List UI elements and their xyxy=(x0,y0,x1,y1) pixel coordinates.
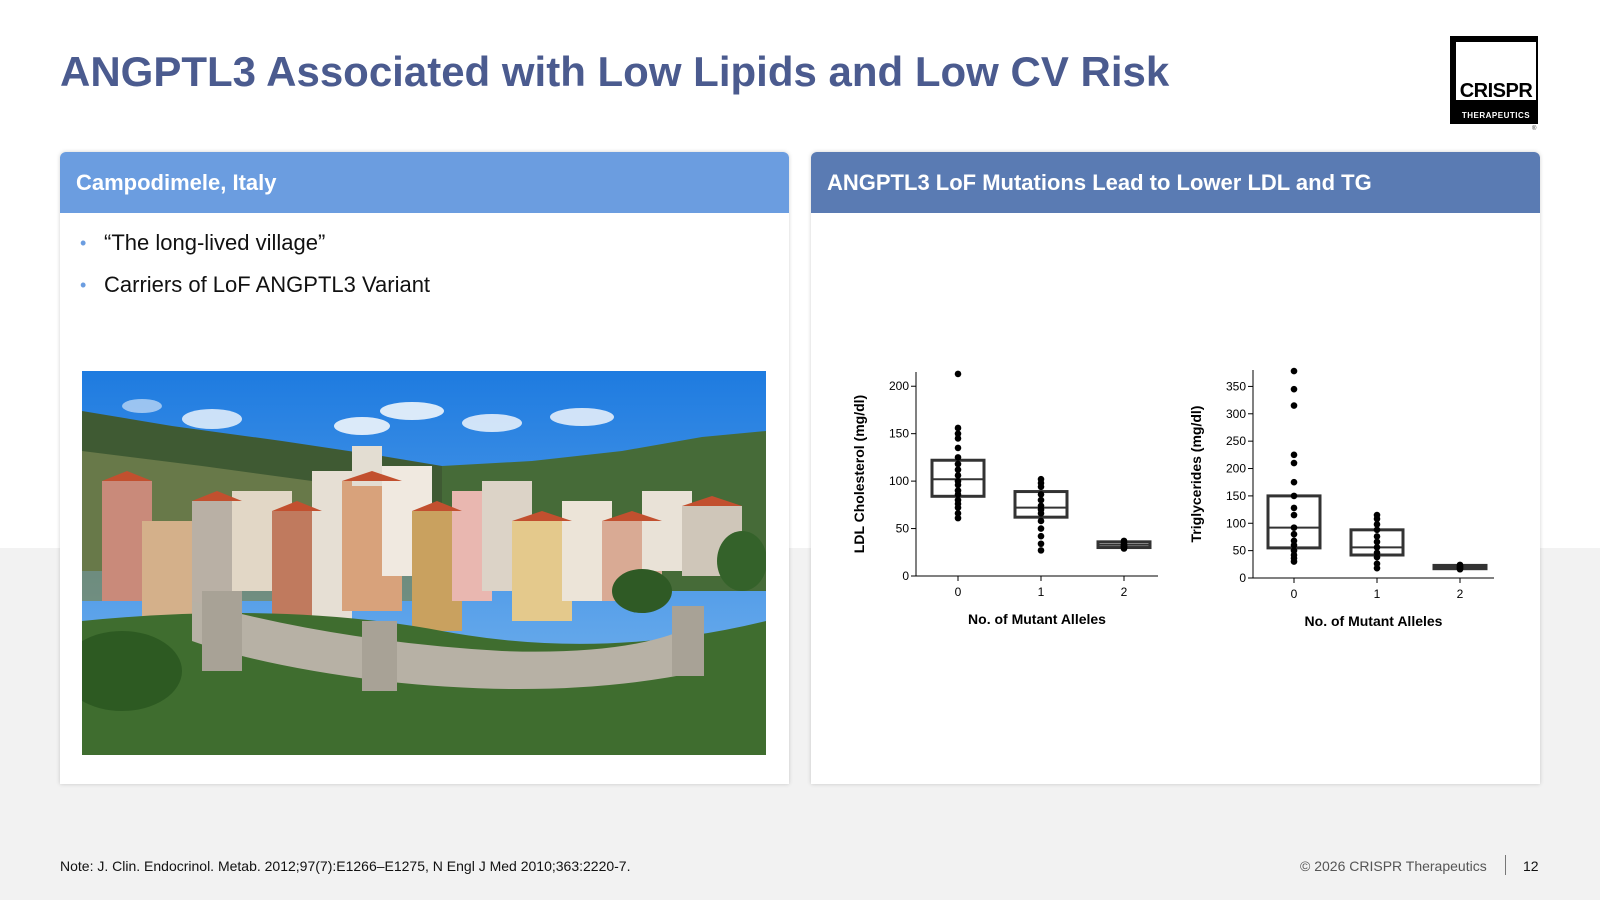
data-point xyxy=(954,370,962,378)
y-tick-label: 0 xyxy=(1239,571,1246,585)
footer-separator xyxy=(1505,855,1506,875)
data-point xyxy=(954,444,962,452)
y-tick-label: 50 xyxy=(896,522,910,536)
right-panel: ANGPTL3 LoF Mutations Lead to Lower LDL … xyxy=(811,152,1540,784)
bullet-dot-icon: • xyxy=(80,275,87,295)
y-tick-label: 200 xyxy=(889,379,909,393)
page-number: 12 xyxy=(1523,858,1539,874)
data-point xyxy=(1290,541,1298,549)
data-point xyxy=(1290,504,1298,512)
logo-subtitle: THERAPEUTICS xyxy=(1461,111,1531,120)
data-point xyxy=(1373,533,1381,540)
y-tick-label: 350 xyxy=(1226,379,1246,393)
data-point xyxy=(954,514,962,522)
bullet-list: • “The long-lived village” • Carriers of L… xyxy=(80,232,430,316)
data-point xyxy=(1373,515,1381,523)
data-point xyxy=(1373,564,1381,572)
x-tick-label: 1 xyxy=(1374,587,1381,601)
x-tick-label: 2 xyxy=(1121,585,1128,599)
data-point xyxy=(1373,526,1381,534)
logo-registered-mark: ® xyxy=(1532,126,1537,132)
data-point xyxy=(1037,491,1045,498)
data-point xyxy=(1290,451,1298,459)
left-panel-header: Campodimele, Italy xyxy=(60,152,789,213)
x-tick-label: 0 xyxy=(1291,587,1298,601)
data-point xyxy=(1037,510,1045,517)
data-point xyxy=(954,430,962,437)
data-point xyxy=(1037,496,1045,504)
footer-copyright: © 2026 CRISPR Therapeutics xyxy=(1300,858,1487,874)
data-point xyxy=(1373,544,1381,551)
data-point xyxy=(1290,524,1298,531)
y-tick-label: 50 xyxy=(1233,544,1247,558)
data-point xyxy=(954,460,962,468)
logo-white-box xyxy=(1456,42,1536,100)
data-point xyxy=(1037,517,1045,525)
y-tick-label: 0 xyxy=(902,569,909,583)
data-point xyxy=(954,481,962,489)
x-axis-label: No. of Mutant Alleles xyxy=(1305,613,1443,629)
y-tick-label: 150 xyxy=(889,427,909,441)
data-point xyxy=(1290,459,1298,467)
bullet-text: Carriers of LoF ANGPTL3 Variant xyxy=(104,272,431,297)
x-tick-label: 0 xyxy=(955,585,962,599)
y-axis-label: Triglycerides (mg/dl) xyxy=(1188,406,1204,543)
data-point xyxy=(1290,402,1298,409)
village-illustration xyxy=(82,371,766,755)
y-axis-label: LDL Cholesterol (mg/dl) xyxy=(851,395,867,553)
left-panel: Campodimele, Italy • “The long-lived vill… xyxy=(60,152,789,784)
data-point xyxy=(1456,565,1464,573)
footer-note: Note: J. Clin. Endocrinol. Metab. 2012;9… xyxy=(60,858,631,874)
data-point xyxy=(1290,478,1298,486)
logo-wordmark: CRISPR xyxy=(1459,80,1533,102)
x-tick-label: 1 xyxy=(1038,585,1045,599)
bullet-text: “The long-lived village” xyxy=(104,230,326,255)
data-point xyxy=(1037,532,1045,540)
bullet-item: • Carriers of LoF ANGPTL3 Variant xyxy=(80,274,430,296)
y-tick-label: 100 xyxy=(1226,516,1246,530)
data-point xyxy=(1290,492,1298,500)
slide-title: ANGPTL3 Associated with Low Lipids and L… xyxy=(60,48,1170,95)
y-tick-label: 250 xyxy=(1226,434,1246,448)
y-tick-label: 300 xyxy=(1226,407,1246,421)
data-point xyxy=(954,424,962,432)
village-photo xyxy=(82,371,766,755)
data-point xyxy=(1037,547,1045,554)
y-tick-label: 200 xyxy=(1226,462,1246,476)
crispr-logo: CRISPR THERAPEUTICS xyxy=(1450,36,1538,124)
data-point xyxy=(1037,483,1045,491)
data-point xyxy=(954,466,962,474)
data-point xyxy=(1373,553,1381,561)
data-point xyxy=(954,435,962,442)
right-panel-header: ANGPTL3 LoF Mutations Lead to Lower LDL … xyxy=(811,152,1540,213)
data-point xyxy=(1037,540,1045,548)
x-tick-label: 2 xyxy=(1457,587,1464,601)
data-point xyxy=(954,510,962,517)
data-point xyxy=(954,454,962,461)
data-point xyxy=(1290,385,1298,393)
bullet-item: • “The long-lived village” xyxy=(80,232,430,254)
data-point xyxy=(1290,511,1298,519)
data-point xyxy=(954,491,962,498)
data-point xyxy=(1037,525,1045,532)
data-point xyxy=(1120,545,1128,552)
data-point xyxy=(954,504,962,511)
data-point xyxy=(1373,538,1381,546)
data-point xyxy=(1290,558,1298,565)
y-tick-label: 100 xyxy=(889,474,909,488)
x-axis-label: No. of Mutant Alleles xyxy=(968,611,1106,627)
data-point xyxy=(954,472,962,479)
data-point xyxy=(1290,530,1298,538)
bullet-dot-icon: • xyxy=(80,233,87,253)
data-point xyxy=(1290,367,1298,375)
y-tick-label: 150 xyxy=(1226,489,1246,503)
data-point xyxy=(1373,521,1381,528)
